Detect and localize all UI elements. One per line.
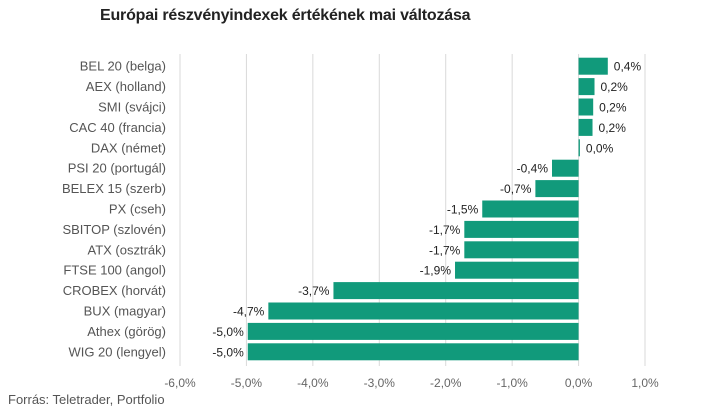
source-note: Forrás: Teletrader, Portfolio bbox=[8, 392, 165, 407]
category-label: BUX (magyar) bbox=[84, 304, 166, 319]
data-label: -3,7% bbox=[298, 284, 330, 298]
x-tick-label: 0,0% bbox=[565, 376, 593, 390]
category-label: FTSE 100 (angol) bbox=[63, 263, 166, 278]
category-label: PSI 20 (portugál) bbox=[68, 161, 166, 176]
data-label: 0,2% bbox=[599, 101, 627, 115]
x-tick-label: 1,0% bbox=[631, 376, 659, 390]
data-label: 0,2% bbox=[601, 80, 629, 94]
x-tick-label: -4,0% bbox=[297, 376, 329, 390]
data-label: -0,4% bbox=[517, 162, 549, 176]
bar bbox=[578, 98, 594, 116]
x-tick-label: -1,0% bbox=[496, 376, 528, 390]
data-label: -5,0% bbox=[212, 345, 244, 359]
bar bbox=[455, 261, 579, 279]
x-tick-label: -5,0% bbox=[231, 376, 263, 390]
category-label: CROBEX (horvát) bbox=[63, 283, 166, 298]
bar bbox=[552, 159, 579, 177]
category-label: SBITOP (szlovén) bbox=[62, 222, 166, 237]
bar bbox=[247, 343, 579, 361]
category-label: CAC 40 (francia) bbox=[69, 120, 166, 135]
chart-title: Európai részvényindexek értékének mai vá… bbox=[100, 7, 471, 24]
data-label: 0,0% bbox=[586, 141, 614, 155]
category-label: DAX (német) bbox=[91, 140, 166, 155]
bar bbox=[578, 139, 580, 157]
data-label: -1,7% bbox=[429, 223, 461, 237]
data-label: -0,7% bbox=[500, 182, 532, 196]
bar bbox=[464, 220, 579, 238]
bar bbox=[535, 180, 579, 198]
bar bbox=[247, 322, 579, 340]
bar-layer bbox=[247, 57, 608, 361]
bar bbox=[578, 57, 608, 75]
data-label: -1,9% bbox=[420, 264, 452, 278]
bar bbox=[268, 302, 579, 320]
data-label: -1,5% bbox=[447, 203, 479, 217]
x-tick-label: -2,0% bbox=[430, 376, 462, 390]
data-label: -5,0% bbox=[212, 325, 244, 339]
category-label: ATX (osztrák) bbox=[88, 242, 167, 257]
x-tick-label: -6,0% bbox=[164, 376, 196, 390]
bar bbox=[482, 200, 579, 218]
category-label: PX (cseh) bbox=[109, 202, 166, 217]
category-label: Athex (görög) bbox=[87, 324, 166, 339]
bar-chart: -6,0% -5,0% -4,0% -3,0% -2,0% -1,0% 0,0% 1,0% BE… bbox=[62, 54, 659, 390]
category-label: SMI (svájci) bbox=[98, 100, 166, 115]
bar bbox=[464, 241, 579, 259]
label-layer: -6,0% -5,0% -4,0% -3,0% -2,0% -1,0% 0,0% 1,0% BE… bbox=[62, 59, 659, 390]
x-tick-label: -3,0% bbox=[364, 376, 396, 390]
data-label: 0,4% bbox=[614, 60, 642, 74]
category-label: WIG 20 (lengyel) bbox=[68, 344, 166, 359]
data-label: -4,7% bbox=[233, 305, 265, 319]
bar bbox=[333, 282, 579, 300]
category-label: AEX (holland) bbox=[86, 79, 166, 94]
bar bbox=[578, 78, 595, 96]
category-label: BELEX 15 (szerb) bbox=[62, 181, 166, 196]
bar bbox=[578, 118, 593, 136]
data-label: -1,7% bbox=[429, 243, 461, 257]
data-label: 0,2% bbox=[599, 121, 627, 135]
category-label: BEL 20 (belga) bbox=[80, 59, 166, 74]
